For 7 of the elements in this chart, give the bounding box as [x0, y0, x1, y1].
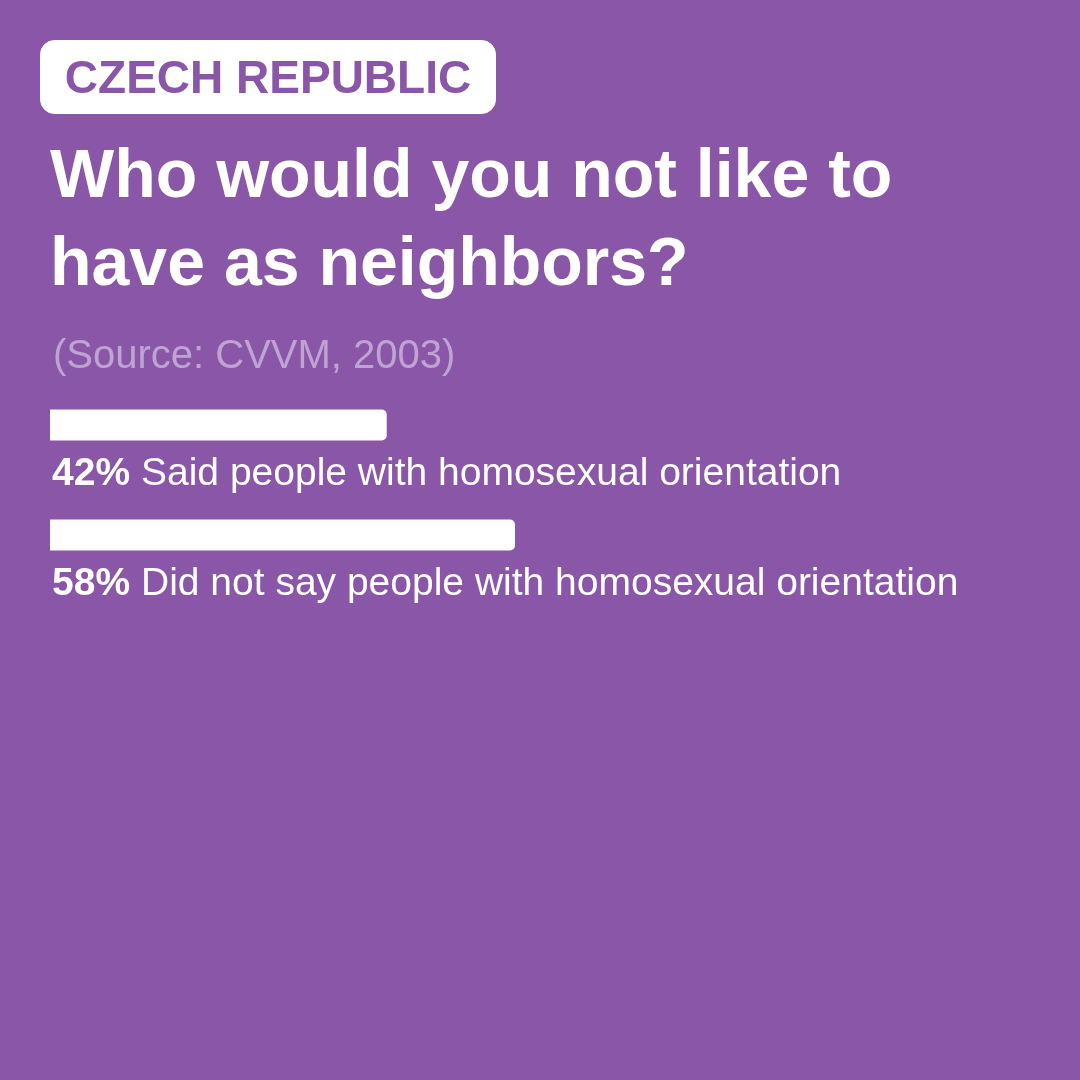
data-label: 58%	[52, 560, 131, 603]
y-tick-label: Did not say people with homosexual orientation	[141, 560, 959, 603]
data-label: 42%	[52, 450, 131, 493]
text: (Source: CVVM, 2003)	[53, 332, 456, 376]
chart-title: Who would you not like to have as neighbors?	[50, 135, 893, 300]
chart-subtitle: CZECH REPUBLIC	[64, 51, 472, 103]
y-tick-label: Said people with homosexual orientation	[141, 450, 842, 493]
